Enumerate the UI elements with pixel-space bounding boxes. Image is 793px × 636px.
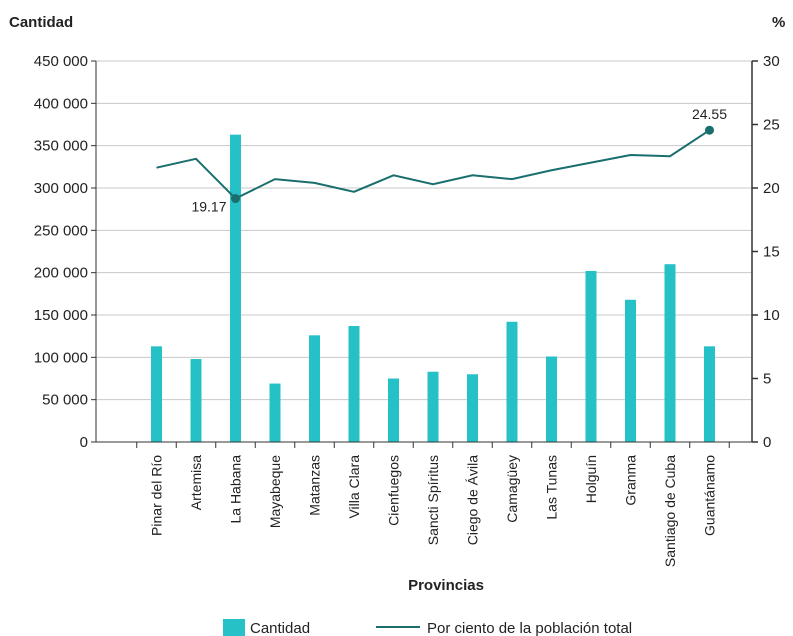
left-tick-label: 200 000 xyxy=(34,265,88,282)
line-path-porcentaje xyxy=(156,129,711,200)
line-point xyxy=(705,125,714,135)
bar-cantidad xyxy=(506,321,518,442)
category-label: Holguín xyxy=(583,455,599,503)
line-porcentaje: 19.17 24.55 xyxy=(156,106,727,215)
bar-cantidad xyxy=(309,335,320,442)
legend: Cantidad Por ciento de la población tota… xyxy=(223,619,632,636)
bar-cantidad xyxy=(546,356,557,442)
tick-labels: 0 50 000 100 000 150 000 200 000 250 000 300 0… xyxy=(34,53,780,567)
data-label: 19.17 xyxy=(191,199,226,215)
left-tick-label: 0 xyxy=(80,434,88,451)
bar-cantidad xyxy=(704,346,715,442)
gridlines xyxy=(96,60,752,401)
right-axis-title: % xyxy=(772,14,785,31)
data-label: 24.55 xyxy=(692,106,727,122)
category-label: Pinar del Río xyxy=(149,455,165,536)
right-tick-label: 25 xyxy=(763,117,780,134)
category-label: Granma xyxy=(623,455,639,506)
bar-cantidad xyxy=(625,299,636,442)
category-label: Ciego de Ávila xyxy=(465,455,481,545)
category-label: Las Tunas xyxy=(544,455,560,520)
category-label: Mayabeque xyxy=(267,455,283,528)
right-tick-label: 10 xyxy=(763,307,780,324)
left-tick-label: 50 000 xyxy=(42,392,88,409)
bars-cantidad xyxy=(151,134,715,442)
category-label: La Habana xyxy=(228,455,244,524)
left-tick-label: 350 000 xyxy=(34,138,88,155)
right-tick-label: 20 xyxy=(763,180,780,197)
axes xyxy=(91,60,758,448)
left-tick-label: 250 000 xyxy=(34,222,88,239)
left-tick-label: 450 000 xyxy=(34,53,88,70)
category-label: Guantánamo xyxy=(702,455,718,536)
right-tick-label: 5 xyxy=(763,371,771,388)
bar-cantidad xyxy=(348,326,360,442)
legend-label-cantidad: Cantidad xyxy=(250,620,310,636)
legend-swatch-cantidad xyxy=(223,619,245,636)
category-label: Santiago de Cuba xyxy=(662,455,678,567)
bar-cantidad xyxy=(230,134,241,442)
bar-cantidad xyxy=(388,378,399,442)
left-tick-label: 300 000 xyxy=(34,180,88,197)
bar-cantidad xyxy=(585,270,597,442)
right-tick-label: 30 xyxy=(763,53,780,70)
bar-cantidad xyxy=(190,359,202,442)
category-label: Cienfuegos xyxy=(386,455,402,526)
category-label: Camagüey xyxy=(504,455,520,523)
left-tick-label: 150 000 xyxy=(34,307,88,324)
left-tick-label: 100 000 xyxy=(34,349,88,366)
right-tick-label: 0 xyxy=(763,434,771,451)
bar-cantidad xyxy=(664,264,676,442)
category-label: Artemisa xyxy=(188,455,204,510)
line-point xyxy=(231,194,240,204)
bar-cantidad xyxy=(151,346,162,442)
right-tick-label: 15 xyxy=(763,244,780,261)
bar-cantidad xyxy=(467,374,478,442)
category-label: Sancti Spíritus xyxy=(425,455,441,545)
legend-label-porcentaje: Por ciento de la población total xyxy=(427,620,632,636)
bar-cantidad xyxy=(427,371,439,442)
left-axis-title: Cantidad xyxy=(9,14,73,31)
x-axis-title: Provincias xyxy=(408,577,484,594)
category-label: Matanzas xyxy=(307,455,323,516)
left-tick-label: 400 000 xyxy=(34,95,88,112)
category-label: Villa Clara xyxy=(346,455,362,519)
bar-cantidad xyxy=(269,383,281,442)
